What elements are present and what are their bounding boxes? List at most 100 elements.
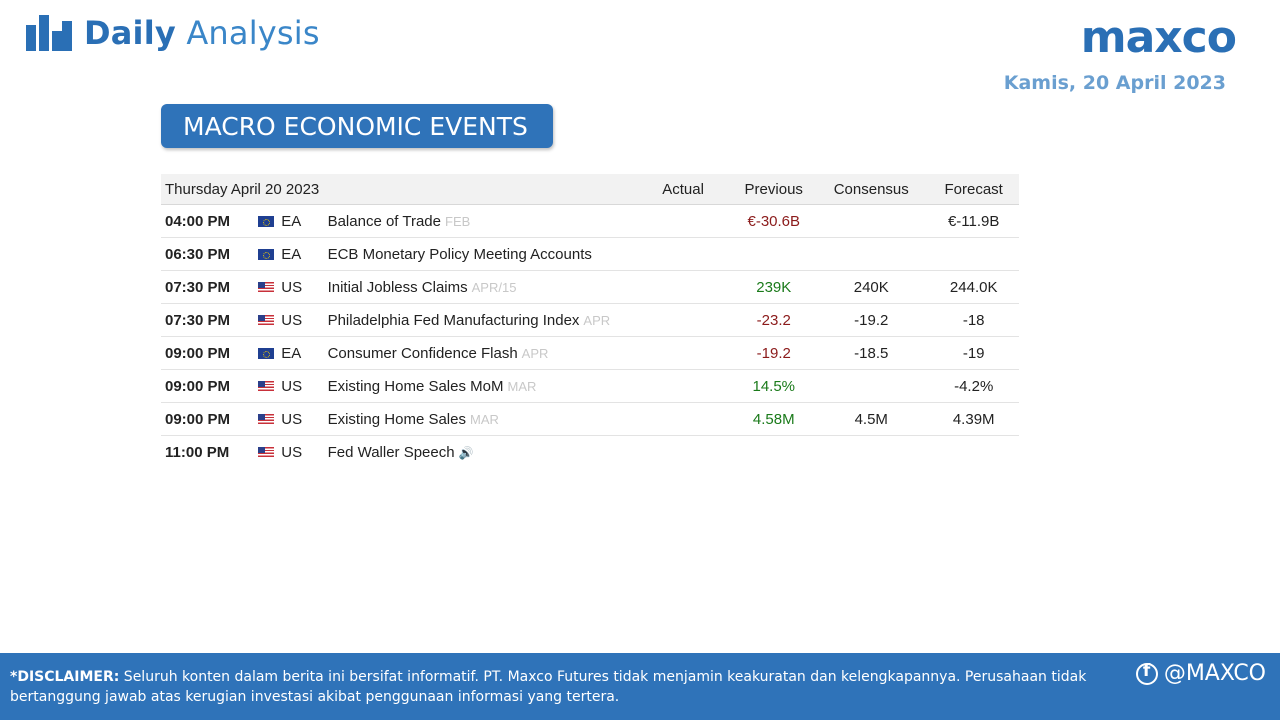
event-forecast: €-11.9B [947, 212, 1000, 230]
table-row[interactable]: 11:00 PM US Fed Waller Speech 🔊 [161, 436, 1019, 469]
event-name-cell[interactable]: Existing Home Sales MAR [328, 411, 633, 428]
event-consensus: -19.2 [854, 311, 889, 329]
event-previous: 14.5% [752, 377, 796, 395]
economic-calendar-table: Thursday April 20 2023 Actual Previous C… [161, 174, 1019, 469]
event-period: APR [521, 345, 549, 361]
event-forecast: -18 [962, 311, 985, 329]
event-currency: EA [281, 344, 302, 362]
event-currency: US [281, 311, 303, 329]
brand-title-bold: Daily [84, 14, 176, 52]
facebook-icon [1135, 661, 1158, 685]
event-name[interactable]: Existing Home Sales MoM [327, 377, 504, 395]
table-header: Thursday April 20 2023 Actual Previous C… [161, 174, 1019, 205]
event-forecast: 4.39M [952, 410, 995, 428]
event-consensus: 4.5M [854, 410, 888, 428]
speaker-icon: 🔊 [458, 446, 474, 460]
event-time: 09:00 PM [165, 377, 231, 395]
event-period: MAR [507, 378, 537, 394]
event-time: 09:00 PM [165, 410, 231, 428]
event-currency: US [281, 278, 303, 296]
event-time: 07:30 PM [165, 311, 231, 329]
event-previous: 239K [756, 278, 792, 296]
event-name-cell[interactable]: Initial Jobless Claims APR/15 [328, 279, 633, 296]
event-previous: €-30.6B [747, 212, 801, 230]
event-currency: EA [281, 245, 302, 263]
brand-title-light: Analysis [186, 14, 320, 52]
event-previous: -23.2 [756, 311, 791, 329]
section-title: MACRO ECONOMIC EVENTS [161, 104, 553, 148]
flag-cell [257, 314, 278, 326]
table-row[interactable]: 07:30 PM US Initial Jobless Claims APR/15 23… [161, 271, 1019, 304]
us-flag-icon [257, 380, 274, 392]
table-row[interactable]: 07:30 PM US Philadelphia Fed Manufacturing… [161, 304, 1019, 337]
table-body: 04:00 PM EA Balance of Trade FEB €-30.6B €-11… [161, 205, 1019, 469]
event-forecast: -4.2% [954, 377, 994, 395]
disclaimer: *DISCLAIMER: Seluruh konten dalam berita… [10, 667, 1120, 707]
event-time: 11:00 PM [165, 444, 230, 461]
disclaimer-text: Seluruh konten dalam berita ini bersifat… [10, 669, 1087, 705]
flag-cell [257, 215, 278, 227]
flag-cell [257, 281, 278, 293]
column-previous: Previous [744, 180, 803, 198]
flag-cell [257, 447, 278, 458]
event-previous: -19.2 [756, 344, 791, 362]
table-row[interactable]: 04:00 PM EA Balance of Trade FEB €-30.6B €-11… [161, 205, 1019, 238]
flag-cell [257, 380, 278, 392]
event-name[interactable]: Fed Waller Speech [327, 444, 455, 461]
flag-cell [257, 248, 278, 260]
social-handle: @MAXCO [1163, 661, 1266, 686]
event-name-cell[interactable]: ECB Monetary Policy Meeting Accounts [328, 246, 633, 263]
event-time: 09:00 PM [165, 344, 231, 362]
event-period: MAR [469, 411, 499, 427]
disclaimer-label: *DISCLAIMER: [10, 669, 120, 685]
event-consensus: 240K [853, 278, 889, 296]
event-period: FEB [445, 213, 471, 229]
table-row[interactable]: 06:30 PM EA ECB Monetary Policy Meeting Ac… [161, 238, 1019, 271]
event-name[interactable]: Consumer Confidence Flash [327, 344, 518, 362]
event-name[interactable]: Existing Home Sales [327, 410, 466, 428]
us-flag-icon [257, 314, 274, 326]
event-name-cell[interactable]: Balance of Trade FEB [328, 213, 633, 230]
social-handle-block[interactable]: @MAXCO [1135, 661, 1266, 686]
brand-title: Daily Analysis [84, 14, 320, 52]
eu-flag-icon [257, 215, 274, 227]
event-forecast: 244.0K [949, 278, 998, 296]
event-name[interactable]: ECB Monetary Policy Meeting Accounts [327, 245, 592, 263]
flag-cell [257, 347, 278, 359]
event-forecast: -19 [962, 344, 985, 362]
column-actual: Actual [662, 180, 704, 198]
report-date: Kamis, 20 April 2023 [1003, 72, 1226, 94]
event-time: 07:30 PM [165, 278, 231, 296]
us-flag-icon [257, 413, 274, 425]
event-period: APR [583, 312, 611, 328]
event-time: 04:00 PM [165, 212, 231, 230]
table-row[interactable]: 09:00 PM EA Consumer Confidence Flash APR -1… [161, 337, 1019, 370]
event-currency: EA [281, 212, 302, 230]
event-time: 06:30 PM [165, 245, 231, 263]
event-name-cell[interactable]: Existing Home Sales MoM MAR [328, 378, 633, 395]
calendar-date-label: Thursday April 20 2023 [165, 180, 320, 198]
us-flag-icon [257, 281, 274, 293]
table-row[interactable]: 09:00 PM US Existing Home Sales MAR 4.58M 4.5… [161, 403, 1019, 436]
event-name[interactable]: Balance of Trade [327, 212, 441, 230]
column-consensus: Consensus [833, 180, 909, 198]
eu-flag-icon [257, 347, 274, 359]
event-period: APR/15 [471, 279, 517, 295]
event-name-cell[interactable]: Consumer Confidence Flash APR [328, 345, 633, 362]
eu-flag-icon [257, 248, 274, 260]
flag-cell [257, 413, 278, 425]
event-name-cell[interactable]: Fed Waller Speech 🔊 [328, 444, 633, 461]
event-currency: US [281, 377, 303, 395]
event-consensus: -18.5 [854, 344, 889, 362]
event-name[interactable]: Initial Jobless Claims [327, 278, 468, 296]
event-name-cell[interactable]: Philadelphia Fed Manufacturing Index APR [328, 312, 633, 329]
table-row[interactable]: 09:00 PM US Existing Home Sales MoM MAR 14.5… [161, 370, 1019, 403]
brand-header: Daily Analysis [26, 14, 320, 52]
event-previous: 4.58M [752, 410, 795, 428]
event-name[interactable]: Philadelphia Fed Manufacturing Index [327, 311, 580, 329]
disclaimer-footer: *DISCLAIMER: Seluruh konten dalam berita… [0, 653, 1280, 720]
column-forecast: Forecast [944, 180, 1003, 198]
maxco-logo: maxco [1080, 12, 1237, 63]
bar-chart-icon [26, 15, 72, 51]
event-currency: US [281, 410, 303, 428]
